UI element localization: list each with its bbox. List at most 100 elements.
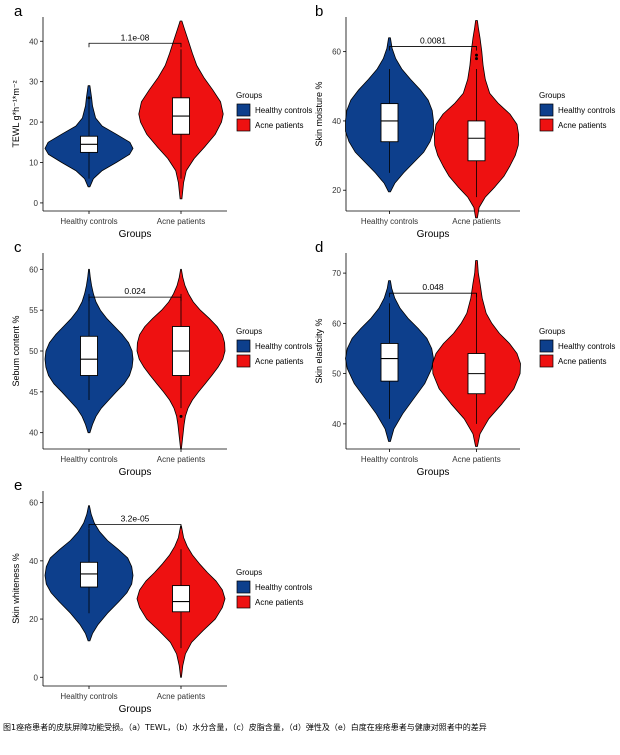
legend-label: Acne patients bbox=[255, 598, 303, 607]
comparison-bracket bbox=[88, 296, 182, 302]
x-axis-title: Groups bbox=[119, 467, 152, 478]
legend-label: Healthy controls bbox=[255, 583, 312, 592]
y-tick-label: 20 bbox=[332, 186, 341, 195]
y-tick-label: 40 bbox=[29, 557, 38, 566]
y-tick-label: 70 bbox=[332, 269, 341, 278]
y-tick-label: 50 bbox=[332, 370, 341, 379]
x-axis-title: Groups bbox=[119, 704, 152, 715]
y-tick-label: 60 bbox=[29, 499, 38, 508]
x-tick-label: Healthy controls bbox=[60, 217, 117, 226]
legend-label: Healthy controls bbox=[255, 342, 312, 351]
panel-e: e 0 20 40 60 Skin whiteness % Healthy controls… bbox=[11, 477, 312, 715]
y-tick-label: 40 bbox=[29, 429, 38, 438]
legend-title: Groups bbox=[539, 91, 565, 100]
x-tick-label: Healthy controls bbox=[361, 455, 418, 464]
x-axis-title: Groups bbox=[119, 229, 152, 240]
x-tick-label: Healthy controls bbox=[361, 217, 418, 226]
p-value-label: 0.048 bbox=[422, 282, 444, 292]
y-axis-title: TEWL g*h⁻¹*m⁻² bbox=[11, 80, 21, 147]
legend-swatch-healthy bbox=[236, 580, 251, 594]
legend-label: Healthy controls bbox=[558, 106, 615, 115]
comparison-bracket bbox=[389, 46, 477, 51]
y-tick-label: 40 bbox=[332, 117, 341, 126]
legend-label: Acne patients bbox=[255, 121, 303, 130]
box bbox=[380, 103, 399, 143]
x-tick-label: Acne patients bbox=[157, 692, 205, 701]
p-value-label: 0.0081 bbox=[420, 35, 446, 45]
outlier-point bbox=[475, 57, 478, 61]
comparison-bracket bbox=[88, 524, 182, 529]
y-tick-label: 30 bbox=[29, 78, 38, 87]
box bbox=[80, 561, 98, 588]
legend: Groups Healthy controls Acne patients bbox=[236, 327, 312, 368]
box bbox=[80, 335, 98, 376]
legend-swatch-acne bbox=[236, 118, 251, 132]
p-value-label: 1.1e-08 bbox=[121, 32, 150, 42]
legend-swatch-acne bbox=[236, 595, 251, 609]
legend: Groups Healthy controls Acne patients bbox=[236, 91, 312, 132]
y-tick-label: 10 bbox=[29, 159, 38, 168]
box bbox=[380, 343, 399, 382]
y-tick-label: 0 bbox=[34, 199, 39, 208]
y-tick-label: 40 bbox=[29, 37, 38, 46]
y-axis-title: Skin whiteness % bbox=[11, 553, 21, 624]
legend-swatch-healthy bbox=[236, 339, 251, 353]
panel-b: b 20 40 60 Skin moisture % Healthy controls Ac… bbox=[314, 3, 615, 240]
y-axis-title: Skin elasticity % bbox=[314, 318, 324, 383]
legend-label: Healthy controls bbox=[558, 342, 615, 351]
legend-swatch-healthy bbox=[236, 103, 251, 117]
x-tick-label: Healthy controls bbox=[60, 455, 117, 464]
outlier-point bbox=[475, 53, 478, 57]
panel-letter: d bbox=[315, 239, 323, 256]
panel-letter: c bbox=[14, 239, 22, 256]
comparison-bracket bbox=[389, 292, 477, 298]
x-tick-label: Healthy controls bbox=[60, 692, 117, 701]
panel-letter: e bbox=[14, 477, 22, 494]
legend: Groups Healthy controls Acne patients bbox=[539, 91, 615, 132]
y-axis-title: Sebum content % bbox=[11, 315, 21, 386]
legend-swatch-healthy bbox=[539, 103, 554, 117]
legend-swatch-acne bbox=[539, 118, 554, 132]
outlier-point bbox=[87, 96, 91, 100]
y-tick-label: 55 bbox=[29, 306, 38, 315]
p-value-label: 3.2e-05 bbox=[121, 513, 150, 523]
y-tick-label: 40 bbox=[332, 420, 341, 429]
legend-label: Acne patients bbox=[255, 357, 303, 366]
legend-swatch-acne bbox=[236, 354, 251, 368]
p-value-label: 0.024 bbox=[124, 286, 146, 296]
panel-c: c 40 45 50 55 60 Sebum content % Healthy contro… bbox=[11, 239, 312, 478]
x-axis-title: Groups bbox=[417, 467, 450, 478]
y-tick-label: 20 bbox=[29, 615, 38, 624]
y-tick-label: 60 bbox=[332, 48, 341, 57]
legend-swatch-acne bbox=[539, 354, 554, 368]
legend-title: Groups bbox=[236, 568, 262, 577]
box bbox=[467, 120, 486, 162]
x-axis-title: Groups bbox=[417, 229, 450, 240]
y-tick-label: 0 bbox=[34, 673, 39, 682]
legend-swatch-healthy bbox=[539, 339, 554, 353]
legend-label: Healthy controls bbox=[255, 106, 312, 115]
comparison-bracket bbox=[88, 42, 182, 48]
x-tick-label: Acne patients bbox=[157, 217, 205, 226]
y-axis-title: Skin moisture % bbox=[314, 81, 324, 146]
box bbox=[172, 585, 190, 613]
legend-title: Groups bbox=[539, 327, 565, 336]
panel-d: d 40 50 60 70 Skin elasticity % Healthy contro… bbox=[314, 239, 615, 478]
legend-label: Acne patients bbox=[558, 357, 606, 366]
panel-letter: b bbox=[315, 3, 323, 20]
x-tick-label: Acne patients bbox=[452, 455, 500, 464]
legend: Groups Healthy controls Acne patients bbox=[539, 327, 615, 368]
y-tick-label: 50 bbox=[29, 347, 38, 356]
y-tick-label: 45 bbox=[29, 388, 38, 397]
legend-title: Groups bbox=[236, 91, 262, 100]
legend: Groups Healthy controls Acne patients bbox=[236, 568, 312, 609]
legend-title: Groups bbox=[236, 327, 262, 336]
panel-a: a 0 10 20 30 40 TEWL g*h⁻¹*m⁻² Healthy controls… bbox=[11, 3, 312, 240]
legend-label: Acne patients bbox=[558, 121, 606, 130]
x-tick-label: Acne patients bbox=[157, 455, 205, 464]
y-tick-label: 60 bbox=[332, 319, 341, 328]
figure-caption: 图1痤疮患者的皮肤屏障功能受损。（a）TEWL，（b）水分含量，（c）皮脂含量，… bbox=[3, 723, 487, 732]
panel-letter: a bbox=[14, 3, 23, 20]
y-tick-label: 60 bbox=[29, 265, 38, 274]
